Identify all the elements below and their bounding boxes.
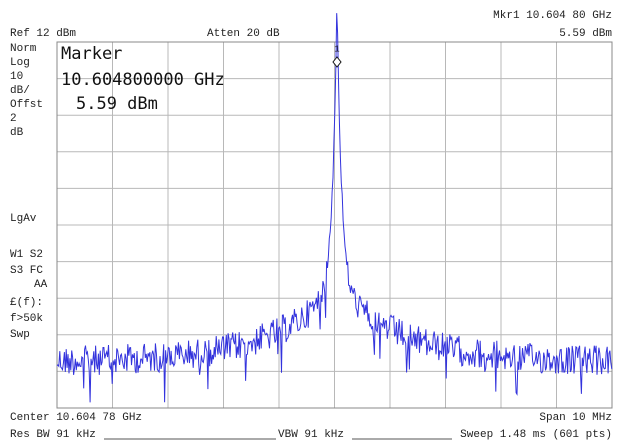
marker-level: 5.59 dBm [559,28,612,40]
side-label: Swp [10,329,30,341]
side-label: S3 FC [10,265,43,277]
trace [56,13,613,403]
side-label: dB [10,127,24,139]
side-label: 10 [10,71,23,83]
side-label: Offst [10,99,43,111]
side-label: LgAv [10,213,37,225]
marker-diamond [332,56,342,68]
side-label: f>50k [10,313,43,325]
side-label: 2 [10,113,17,125]
graticule-border [56,41,613,409]
res-bw: Res BW 91 kHz [10,429,96,441]
sweep: Sweep 1.48 ms (601 pts) [460,429,612,441]
side-label: £(f): [10,297,43,309]
center-frequency: Center 10.604 78 GHz [10,412,142,424]
attenuation: Atten 20 dB [207,28,280,40]
side-label: Log [10,57,30,69]
marker-id: 1 [334,44,339,54]
marker-box-level: 5.59 dBm [76,94,158,114]
span: Span 10 MHz [539,412,612,424]
marker-frequency: Mkr1 10.604 80 GHz [493,10,612,22]
graticule [56,41,613,409]
vbw: VBW 91 kHz [278,429,344,441]
side-label: W1 S2 [10,249,43,261]
marker-box-title: Marker [61,44,122,64]
side-label: AA [34,279,48,291]
marker-box-freq: 10.604800000 GHz [61,70,225,90]
side-label: dB/ [10,85,30,97]
side-label: Norm [10,43,37,55]
ref-level: Ref 12 dBm [10,28,76,40]
